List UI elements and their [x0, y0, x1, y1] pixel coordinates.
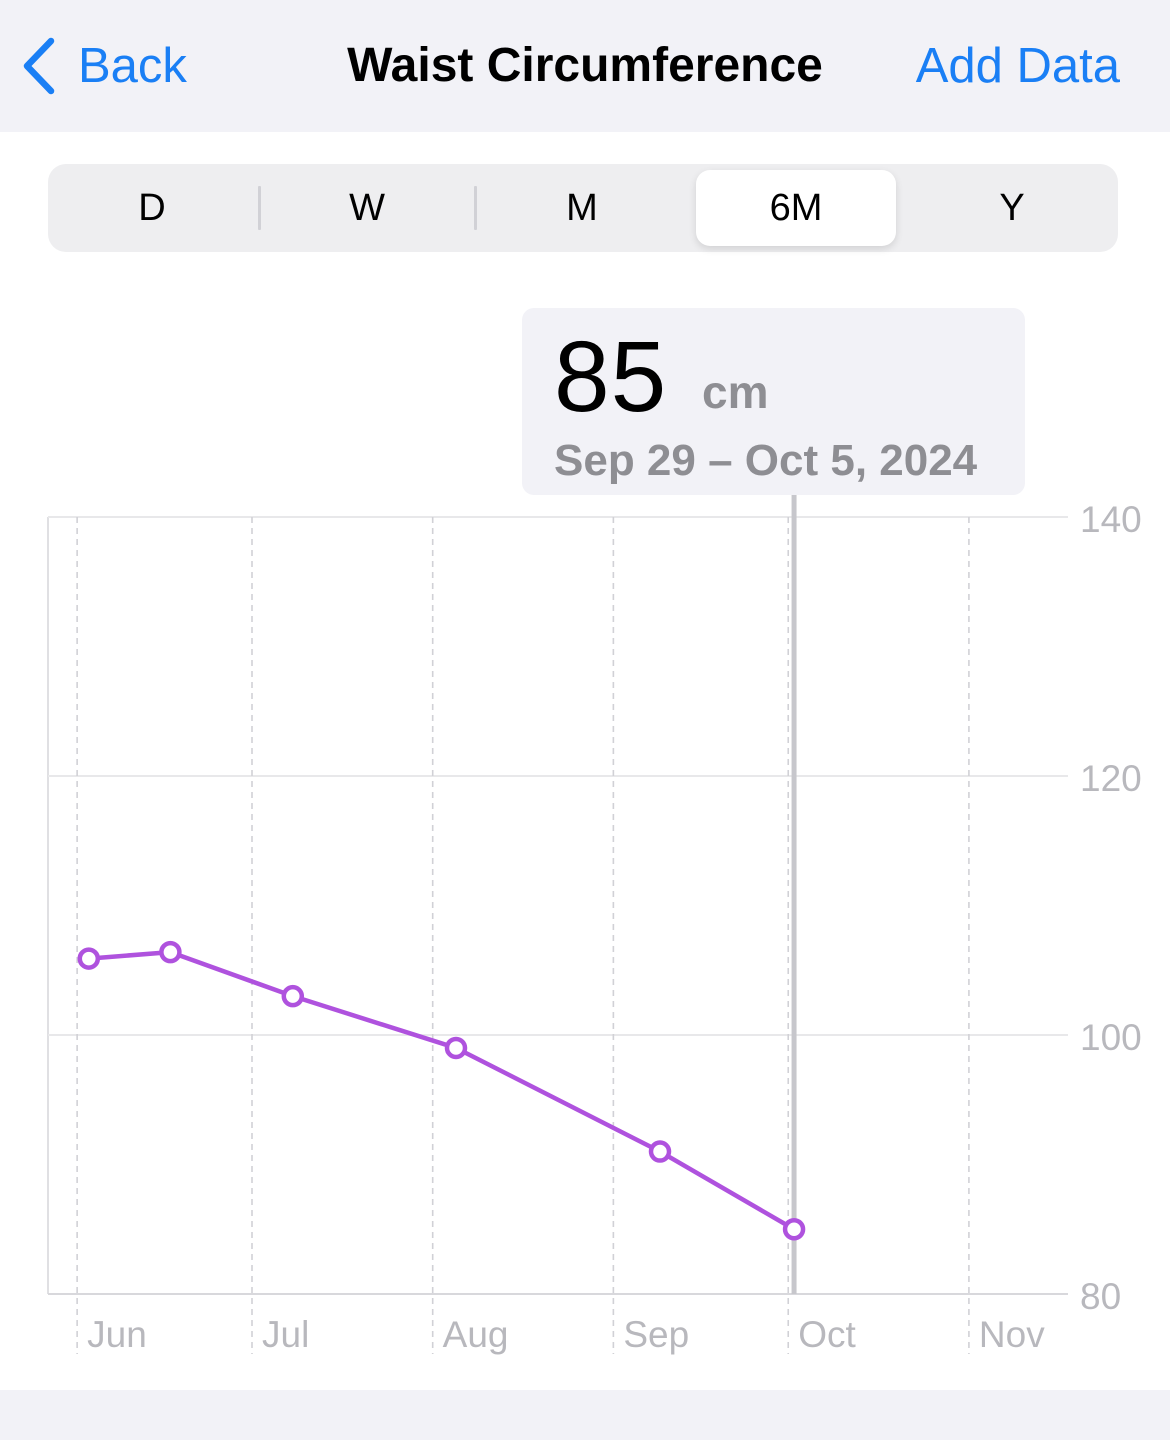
segment-month[interactable]: M — [566, 187, 598, 229]
bottom-bar — [0, 1390, 1170, 1440]
content-area: D W M 6M Y 85 cm Sep 29 – Oct 5, 2024 14… — [0, 132, 1170, 1390]
segment-year[interactable]: Y — [999, 187, 1025, 229]
segment-week[interactable]: W — [349, 187, 385, 229]
y-tick-label: 80 — [1080, 1276, 1121, 1317]
segment-divider — [258, 186, 261, 230]
data-point — [782, 1218, 806, 1241]
y-tick-label: 120 — [1080, 758, 1142, 799]
selected-date-range: Sep 29 – Oct 5, 2024 — [554, 436, 978, 485]
x-tick-label: Jul — [262, 1314, 309, 1355]
series-line — [86, 949, 797, 1232]
data-point — [281, 984, 305, 1008]
page-title: Waist Circumference — [347, 39, 823, 92]
segment-six-months[interactable]: 6M — [696, 170, 896, 246]
data-point — [77, 947, 101, 970]
x-tick-label: Oct — [798, 1314, 856, 1355]
y-tick-label: 100 — [1080, 1017, 1142, 1058]
x-tick-label: Jun — [87, 1314, 147, 1355]
x-tick-label: Sep — [623, 1314, 689, 1355]
selected-unit: cm — [702, 366, 769, 418]
data-point — [444, 1036, 468, 1060]
back-button[interactable]: Back — [22, 34, 187, 98]
back-label: Back — [78, 39, 187, 93]
time-range-segmented-control: D W M 6M Y — [48, 164, 1118, 252]
x-tick-label: Aug — [443, 1314, 509, 1355]
x-tick-label: Nov — [979, 1314, 1045, 1355]
chevron-left-icon — [23, 37, 55, 95]
segment-divider — [474, 186, 477, 230]
add-data-button[interactable]: Add Data — [915, 39, 1120, 93]
selected-value: 85 — [554, 321, 668, 433]
data-point — [648, 1140, 672, 1163]
navigation-bar: Back Waist Circumference Add Data — [0, 0, 1170, 132]
data-point — [159, 940, 182, 964]
waist-circumference-chart[interactable]: 140 120 100 80 Jun Jul Aug Sep Oct Nov — [0, 132, 1170, 1390]
segment-day[interactable]: D — [138, 187, 166, 229]
selection-callout: 85 cm Sep 29 – Oct 5, 2024 — [522, 308, 1025, 495]
y-tick-label: 140 — [1080, 499, 1142, 540]
